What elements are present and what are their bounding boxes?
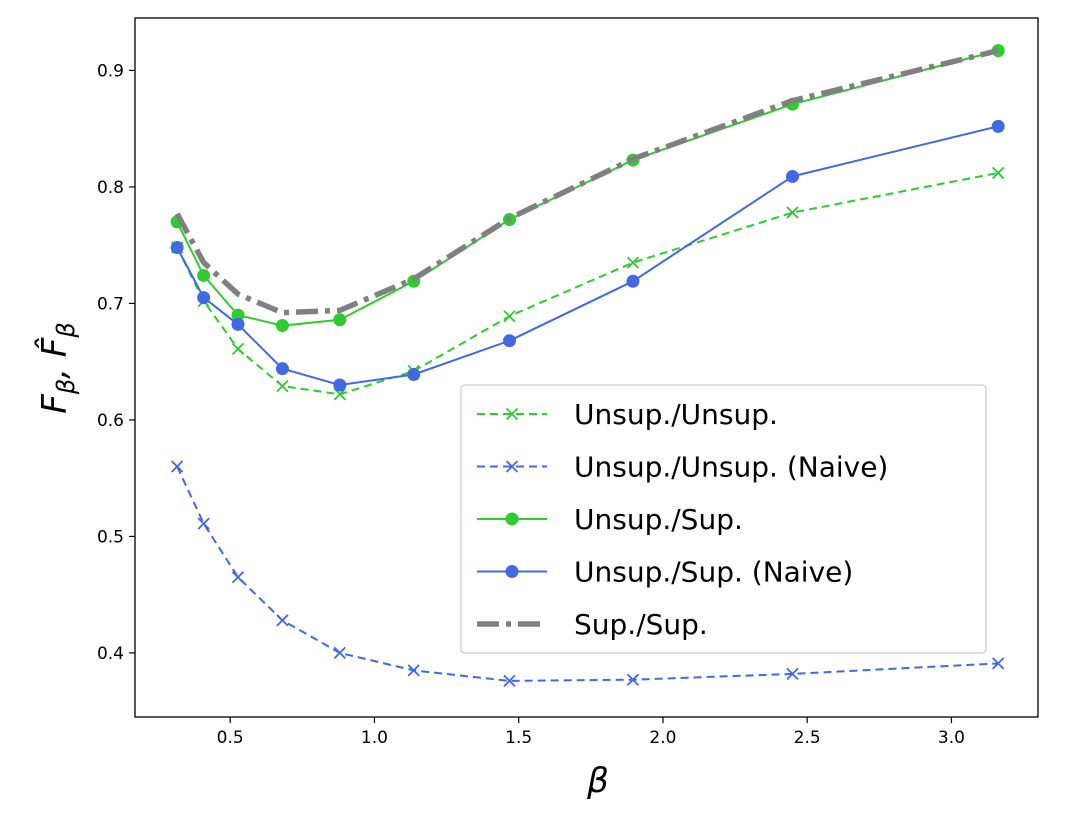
series-2 (170, 460, 1005, 688)
plot-frame (134, 17, 1039, 718)
series-line-1 (176, 171, 999, 396)
data-point-s2-4 (276, 614, 289, 627)
x-tick-label-4: 2.0 (649, 728, 676, 748)
series-5 (174, 47, 999, 316)
x-tick-label-1: 0.5 (217, 728, 244, 748)
x-tick-label-6: 3.0 (938, 728, 965, 748)
y-tick-label-5: 0.8 (97, 178, 124, 198)
series-line-5 (174, 47, 999, 316)
data-point-s3-4 (275, 319, 289, 333)
y-axis-title-main2: F̂ (34, 337, 75, 357)
data-point-s2-2 (197, 517, 210, 530)
series-line-2 (176, 466, 999, 682)
data-point-s2-7 (503, 674, 516, 688)
series-4 (170, 119, 1005, 392)
legend-marker-2 (505, 460, 519, 473)
data-point-s2-5 (333, 646, 346, 660)
data-point-s4-6 (407, 367, 421, 381)
data-point-s2-9 (786, 667, 799, 681)
legend-box (460, 384, 987, 654)
y-tick-label-3: 0.6 (97, 411, 124, 431)
y-axis-title-main: F (35, 394, 75, 414)
legend-entry-4: Unsup./Sup. (Naive) (477, 556, 853, 589)
data-point-s4-10 (991, 119, 1005, 133)
legend: Unsup./Unsup. Unsup./Unsup. (Naive) Unsup.… (460, 384, 987, 654)
data-point-s2-10 (992, 657, 1005, 670)
series-line-4 (176, 125, 999, 386)
x-tick-label-3: 1.5 (505, 728, 532, 748)
data-point-s2-8 (626, 673, 640, 686)
legend-label-5: Sup./Sup. (574, 608, 708, 641)
data-point-s4-4 (275, 362, 289, 376)
series-layer (170, 44, 1005, 688)
data-point-s4-9 (785, 169, 799, 183)
data-point-s1-8 (626, 256, 640, 269)
data-point-s4-1 (170, 241, 184, 255)
data-point-s1-7 (503, 310, 516, 323)
data-point-s1-10 (992, 166, 1005, 180)
legend-label-3: Unsup./Sup. (574, 503, 743, 536)
data-point-s4-5 (333, 378, 347, 392)
legend-label-4: Unsup./Sup. (Naive) (574, 556, 853, 589)
series-3 (170, 44, 1005, 333)
data-point-s4-8 (626, 274, 640, 288)
ticks-layer: 0.5 1.0 1.5 2.0 2.5 3.0 0.4 0.5 0.6 0.7 0.8 0.9 (97, 61, 965, 748)
y-axis-title-sub2: β (52, 322, 80, 338)
x-axis-title: β (586, 761, 609, 801)
data-point-s1-9 (786, 206, 799, 219)
data-point-s1-4 (276, 380, 289, 393)
legend-label-1: Unsup./Unsup. (574, 398, 778, 431)
y-tick-label-6: 0.9 (97, 61, 124, 81)
data-point-s4-2 (197, 291, 211, 305)
y-axis-title-sep: , (35, 357, 75, 379)
data-point-s4-7 (502, 334, 516, 348)
data-point-s3-5 (333, 313, 347, 327)
data-point-s2-1 (170, 460, 184, 473)
x-tick-label-2: 1.0 (361, 728, 388, 748)
data-point-s1-3 (231, 342, 245, 355)
legend-marker-4 (505, 565, 519, 578)
data-point-s3-3 (231, 308, 245, 322)
data-point-s4-3 (231, 317, 245, 331)
x-tick-label-5: 2.5 (794, 728, 821, 748)
y-tick-label-1: 0.4 (97, 644, 124, 664)
data-point-s2-6 (407, 664, 420, 677)
legend-entry-1: Unsup./Unsup. (477, 398, 778, 431)
legend-entry-2: Unsup./Unsup. (Naive) (477, 451, 888, 484)
y-axis-title-sub: β (52, 379, 80, 395)
data-point-s1-5 (333, 388, 346, 401)
legend-label-2: Unsup./Unsup. (Naive) (574, 451, 888, 484)
y-axis-title: Fβ, F̂β (34, 322, 80, 413)
series-1 (170, 166, 1005, 401)
legend-entry-3: Unsup./Sup. (477, 503, 743, 536)
data-point-s2-3 (231, 571, 245, 584)
legend-marker-3 (505, 512, 519, 526)
y-tick-label-4: 0.7 (97, 294, 124, 314)
legend-entry-5: Sup./Sup. (477, 608, 708, 641)
data-point-s3-2 (197, 268, 211, 282)
legend-marker-1 (505, 407, 519, 421)
svg-text:Fβ, F̂β: Fβ, F̂β (34, 322, 80, 413)
y-tick-label-2: 0.5 (97, 527, 124, 547)
series-line-3 (176, 49, 999, 327)
